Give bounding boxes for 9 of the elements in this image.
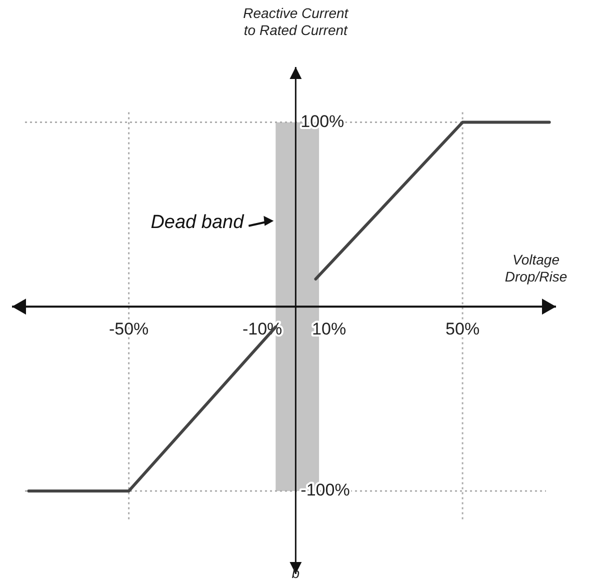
annotation: b: [292, 565, 300, 581]
x-tick-label: 10%: [312, 320, 346, 339]
x-axis-title: Voltage Drop/Rise: [504, 252, 568, 285]
y-tick-label: -100%: [300, 480, 350, 500]
y-tick-label: 100%: [300, 112, 344, 131]
annotation: Dead band: [150, 212, 246, 233]
y-axis-title: Reactive Current to Rated Current: [243, 5, 350, 38]
x-tick-label: 50%: [446, 320, 480, 339]
x-tick-label: -50%: [108, 320, 149, 339]
